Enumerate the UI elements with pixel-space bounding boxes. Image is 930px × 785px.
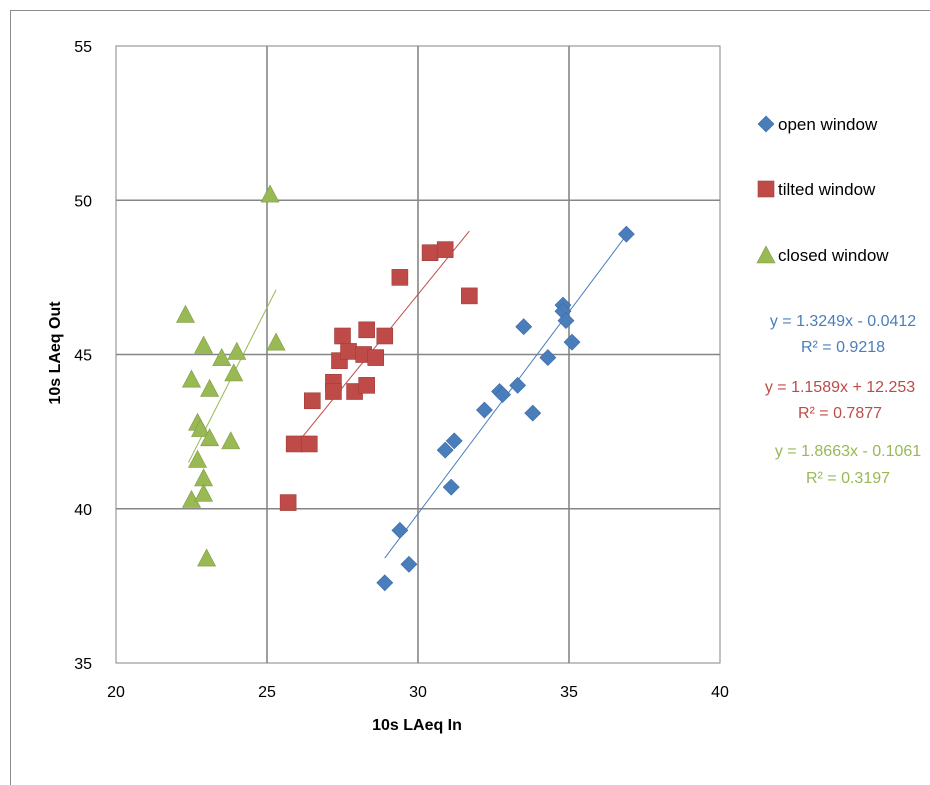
x-tick-label: 30 (409, 684, 427, 701)
point-square (358, 377, 375, 394)
legend-marker-triangle (756, 245, 776, 264)
point-square (285, 435, 303, 453)
y-tick-label: 45 (74, 348, 92, 365)
point-triangle (197, 548, 217, 567)
legend-label: open window (778, 115, 878, 134)
point-square (300, 435, 318, 453)
point-square (303, 392, 321, 410)
y-tick-label: 55 (74, 39, 92, 56)
trend-r2: R² = 0.9218 (801, 339, 885, 356)
point-triangle (175, 304, 195, 323)
point-triangle (200, 428, 220, 447)
y-tick-label: 35 (74, 656, 92, 673)
legend-marker-square (757, 180, 775, 198)
y-tick-label: 40 (74, 502, 92, 519)
point-diamond (524, 404, 542, 422)
point-diamond (445, 432, 463, 450)
trend-r2: R² = 0.3197 (806, 470, 890, 487)
point-diamond (476, 401, 493, 419)
x-tick-label: 35 (560, 684, 578, 701)
point-diamond (557, 312, 575, 329)
x-tick-label: 20 (107, 684, 125, 701)
point-square (421, 244, 439, 261)
y-tick-label: 50 (74, 193, 92, 210)
tick-labels: 20 25 30 35 40 35 40 45 50 55 (74, 39, 729, 701)
point-triangle (266, 332, 286, 351)
x-tick-label: 25 (258, 684, 276, 701)
point-triangle (182, 369, 201, 388)
point-diamond (400, 555, 418, 573)
legend-label: tilted window (778, 180, 876, 199)
point-square (279, 494, 297, 511)
point-triangle (221, 431, 241, 450)
point-square (325, 383, 342, 400)
trend-equation: y = 1.3249x - 0.0412 (770, 313, 916, 330)
trend-equation: y = 1.8663x - 0.1061 (775, 443, 921, 460)
point-triangle (200, 378, 220, 397)
point-triangle (227, 341, 247, 360)
y-axis-title: 10s LAeq Out (47, 301, 64, 405)
point-diamond (391, 521, 409, 539)
data-points (175, 184, 635, 592)
point-diamond (494, 386, 511, 404)
point-square (334, 327, 351, 345)
point-diamond (617, 225, 635, 243)
legend: open window tilted window closed window (756, 115, 889, 265)
point-triangle (191, 418, 211, 437)
point-diamond (515, 318, 533, 336)
point-triangle (260, 184, 280, 203)
point-square (391, 269, 409, 286)
trendline-equations: y = 1.3249x - 0.0412 R² = 0.9218 y = 1.158… (765, 313, 921, 487)
x-axis-title: 10s LAeq In (372, 717, 462, 734)
trend-r2: R² = 0.7877 (798, 405, 882, 422)
point-diamond (436, 441, 454, 459)
chart-frame (10, 10, 930, 785)
point-square (461, 287, 478, 305)
point-diamond (376, 574, 394, 592)
point-triangle (212, 347, 232, 366)
point-triangle (188, 449, 208, 468)
point-triangle (224, 363, 244, 382)
point-diamond (539, 349, 557, 367)
point-square (436, 241, 454, 258)
point-square (340, 343, 357, 360)
x-tick-label: 40 (711, 684, 729, 701)
gridlines (116, 46, 720, 663)
point-triangle (194, 483, 214, 502)
legend-label: closed window (778, 246, 889, 265)
point-triangle (194, 335, 214, 354)
point-diamond (563, 333, 581, 351)
point-diamond (442, 478, 460, 496)
point-square (358, 321, 375, 339)
point-square (367, 349, 385, 366)
trend-equation: y = 1.1589x + 12.253 (765, 379, 915, 396)
legend-marker-diamond (757, 115, 775, 133)
point-diamond (509, 376, 527, 394)
point-square (376, 327, 394, 345)
